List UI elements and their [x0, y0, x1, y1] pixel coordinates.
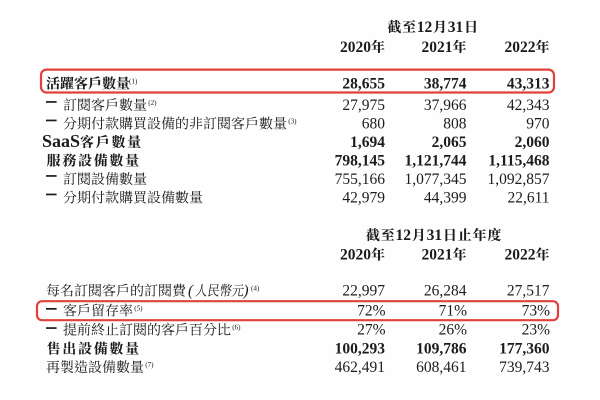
svg-text:2022: 2022 — [505, 39, 536, 56]
svg-text:42,343: 42,343 — [507, 97, 550, 114]
svg-text:2021: 2021 — [422, 39, 453, 56]
svg-text:177,360: 177,360 — [499, 341, 550, 358]
svg-text:1,694: 1,694 — [350, 134, 385, 151]
svg-text:608,461: 608,461 — [416, 359, 466, 376]
svg-text:(2): (2) — [148, 99, 157, 107]
svg-text:(6): (6) — [232, 324, 241, 332]
svg-text:1,121,744: 1,121,744 — [405, 152, 467, 169]
svg-text:38,774: 38,774 — [424, 75, 467, 92]
svg-text:755,166: 755,166 — [335, 171, 386, 188]
svg-text:109,786: 109,786 — [416, 341, 467, 358]
svg-text:100,293: 100,293 — [335, 341, 386, 358]
svg-text:73%: 73% — [522, 302, 551, 319]
svg-text:739,743: 739,743 — [499, 359, 550, 376]
svg-text:23%: 23% — [522, 322, 551, 339]
svg-text:680: 680 — [362, 115, 386, 132]
svg-text:37,966: 37,966 — [424, 97, 467, 114]
svg-text:SaaS: SaaS — [42, 131, 80, 151]
svg-text:2,065: 2,065 — [432, 134, 467, 151]
svg-text:(3): (3) — [288, 117, 297, 125]
svg-text:22,997: 22,997 — [342, 283, 385, 300]
svg-text:22,611: 22,611 — [507, 189, 549, 206]
svg-text:970: 970 — [526, 115, 550, 132]
svg-text:12: 12 — [417, 19, 433, 36]
svg-text:27,975: 27,975 — [342, 97, 385, 114]
svg-text:2021: 2021 — [422, 247, 453, 264]
svg-text:1,077,345: 1,077,345 — [405, 171, 467, 188]
svg-text:43,313: 43,313 — [507, 75, 550, 92]
svg-text:26,284: 26,284 — [424, 283, 467, 300]
svg-text:798,145: 798,145 — [335, 152, 386, 169]
svg-text:(7): (7) — [145, 361, 154, 369]
svg-text:(1): (1) — [129, 77, 138, 85]
svg-text:72%: 72% — [357, 302, 386, 319]
svg-text:12: 12 — [396, 227, 412, 244]
svg-text:462,491: 462,491 — [335, 359, 385, 376]
svg-text:(4): (4) — [251, 285, 260, 293]
svg-text:44,399: 44,399 — [424, 189, 467, 206]
svg-text:2020: 2020 — [340, 39, 371, 56]
svg-text:31: 31 — [427, 227, 443, 244]
svg-text:42,979: 42,979 — [342, 189, 385, 206]
svg-text:2020: 2020 — [340, 247, 371, 264]
svg-text:27,517: 27,517 — [507, 283, 550, 300]
svg-text:71%: 71% — [439, 302, 468, 319]
svg-text:28,655: 28,655 — [342, 75, 385, 92]
svg-text:2,060: 2,060 — [515, 134, 550, 151]
svg-text:26%: 26% — [439, 322, 468, 339]
svg-text:31: 31 — [448, 19, 464, 36]
svg-text:2022: 2022 — [505, 247, 536, 264]
svg-text:): ) — [242, 283, 248, 300]
svg-text:(5): (5) — [134, 304, 143, 312]
svg-text:1,115,468: 1,115,468 — [488, 152, 549, 169]
svg-text:(: ( — [188, 283, 194, 300]
svg-text:808: 808 — [443, 115, 467, 132]
svg-text:27%: 27% — [357, 322, 386, 339]
svg-text:1,092,857: 1,092,857 — [488, 171, 550, 188]
